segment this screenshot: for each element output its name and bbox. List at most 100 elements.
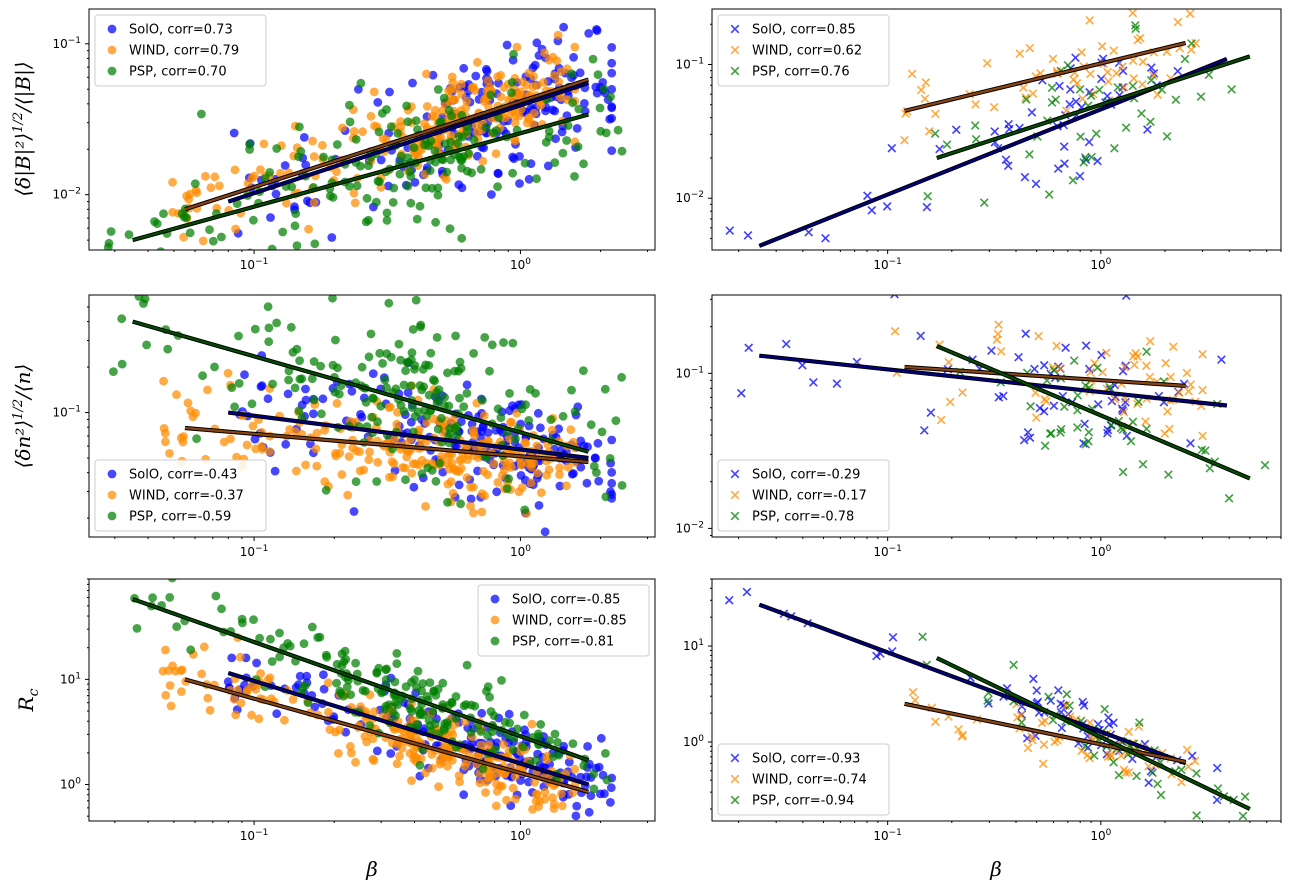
scatter-point bbox=[601, 492, 611, 502]
scatter-point bbox=[417, 686, 426, 696]
scatter-point bbox=[1062, 689, 1072, 699]
scatter-point bbox=[1073, 423, 1082, 432]
scatter-point bbox=[533, 80, 542, 90]
scatter-point bbox=[1055, 81, 1064, 91]
scatter-point bbox=[593, 70, 603, 79]
scatter-point bbox=[249, 215, 258, 225]
scatter-point bbox=[1039, 740, 1049, 749]
scatter-point bbox=[332, 167, 341, 177]
scatter-point bbox=[332, 678, 341, 688]
scatter-point bbox=[553, 30, 563, 40]
scatter-point bbox=[349, 188, 359, 198]
scatter-point bbox=[1145, 372, 1155, 382]
legend-marker-wind bbox=[490, 615, 500, 625]
scatter-point bbox=[401, 682, 411, 691]
scatter-point bbox=[442, 167, 452, 177]
scatter-point bbox=[492, 779, 501, 789]
scatter-point bbox=[1023, 428, 1033, 437]
scatter-point bbox=[584, 807, 594, 817]
scatter-point bbox=[395, 169, 405, 179]
scatter-point bbox=[544, 465, 554, 475]
scatter-point bbox=[280, 161, 290, 170]
x-axis-label-right: β bbox=[989, 857, 1002, 881]
scatter-point bbox=[513, 724, 522, 734]
scatter-point bbox=[907, 69, 917, 79]
axes-frame bbox=[711, 578, 1282, 822]
scatter-point bbox=[186, 645, 196, 655]
scatter-point bbox=[532, 174, 541, 184]
scatter-point bbox=[432, 387, 441, 397]
scatter-point bbox=[930, 129, 940, 138]
scatter-point bbox=[376, 155, 386, 165]
scatter-point bbox=[357, 362, 367, 372]
x-tick-label: 10−1 bbox=[873, 828, 902, 843]
scatter-point bbox=[444, 86, 453, 96]
scatter-point bbox=[292, 466, 301, 476]
scatter-point bbox=[388, 707, 398, 717]
scatter-point bbox=[496, 70, 506, 80]
scatter-point bbox=[1133, 399, 1142, 409]
scatter-point bbox=[935, 144, 944, 154]
scatter-point bbox=[1118, 467, 1128, 477]
scatter-point bbox=[1121, 397, 1130, 407]
scatter-point bbox=[600, 789, 609, 799]
scatter-point bbox=[156, 247, 165, 250]
legend: SolO, corr=-0.93 WIND, corr=-0.74 PSP, cor… bbox=[717, 743, 890, 816]
scatter-point bbox=[327, 233, 337, 242]
scatter-point bbox=[514, 111, 524, 121]
scatter-point bbox=[345, 117, 355, 127]
scatter-point bbox=[179, 212, 189, 222]
scatter-point bbox=[424, 716, 434, 725]
scatter-point bbox=[334, 749, 343, 758]
scatter-point bbox=[1198, 349, 1207, 359]
scatter-point bbox=[159, 209, 168, 219]
scatter-point bbox=[502, 795, 511, 805]
scatter-point bbox=[240, 370, 249, 380]
scatter-point bbox=[275, 628, 284, 638]
scatter-point bbox=[264, 337, 274, 347]
scatter-point bbox=[520, 158, 530, 168]
scatter-point bbox=[252, 658, 261, 668]
scatter-point bbox=[594, 762, 604, 772]
legend-marker-psp bbox=[490, 636, 500, 646]
scatter-point bbox=[582, 478, 592, 488]
scatter-point bbox=[1095, 85, 1104, 95]
scatter-point bbox=[607, 58, 617, 68]
scatter-point bbox=[399, 258, 408, 267]
scatter-point bbox=[549, 804, 559, 813]
scatter-point bbox=[303, 196, 312, 206]
scatter-point bbox=[1025, 433, 1035, 443]
scatter-point bbox=[346, 742, 355, 751]
scatter-point bbox=[387, 457, 397, 466]
scatter-point bbox=[994, 320, 1003, 330]
scatter-point bbox=[1023, 743, 1033, 753]
scatter-point bbox=[387, 738, 397, 748]
scatter-point bbox=[1053, 686, 1063, 695]
scatter-point bbox=[406, 198, 416, 208]
scatter-point bbox=[328, 360, 338, 370]
scatter-point bbox=[1137, 80, 1147, 89]
scatter-point bbox=[597, 427, 607, 437]
scatter-point bbox=[344, 452, 354, 461]
scatter-point bbox=[568, 437, 578, 447]
scatter-point bbox=[916, 331, 926, 341]
legend-label-wind: WIND, corr=0.62 bbox=[752, 44, 862, 59]
scatter-point bbox=[607, 832, 616, 841]
scatter-point bbox=[1061, 701, 1071, 710]
scatter-point bbox=[536, 423, 545, 433]
scatter-point bbox=[592, 25, 601, 34]
scatter-point bbox=[482, 66, 492, 76]
scatter-point bbox=[211, 591, 221, 601]
scatter-point bbox=[361, 397, 371, 407]
scatter-point bbox=[459, 790, 469, 800]
scatter-point bbox=[979, 198, 989, 207]
scatter-point bbox=[295, 122, 304, 132]
scatter-point bbox=[366, 111, 376, 121]
scatter-point bbox=[1086, 69, 1095, 79]
scatter-point bbox=[1055, 364, 1065, 373]
scatter-point bbox=[389, 183, 399, 193]
scatter-point bbox=[602, 775, 612, 785]
scatter-point bbox=[544, 736, 554, 745]
scatter-point bbox=[265, 447, 274, 456]
scatter-point bbox=[276, 168, 285, 178]
